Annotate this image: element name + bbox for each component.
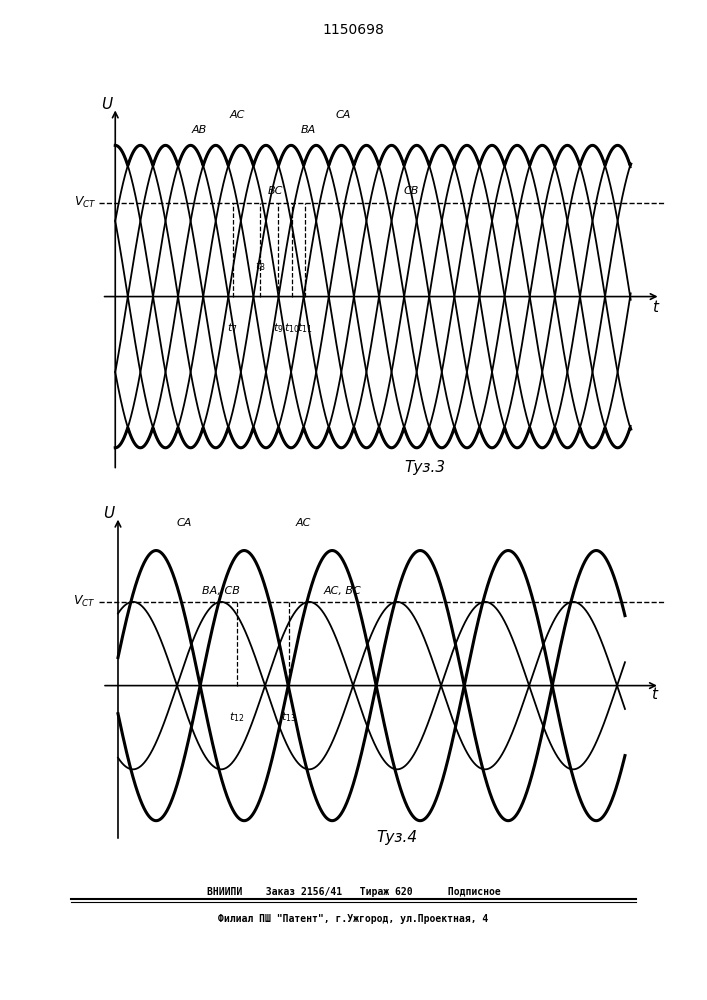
Text: AC: AC: [230, 110, 245, 120]
Text: t: t: [650, 687, 657, 702]
Text: Филиал ПШ "Патент", г.Ужгород, ул.Проектная, 4: Филиал ПШ "Патент", г.Ужгород, ул.Проект…: [218, 914, 489, 924]
Text: Τуз.3: Τуз.3: [404, 460, 445, 475]
Text: t: t: [652, 300, 658, 315]
Text: 1150698: 1150698: [322, 23, 385, 37]
Text: $t_{11}$: $t_{11}$: [298, 321, 313, 335]
Text: AC: AC: [296, 518, 311, 528]
Text: $t_9$: $t_9$: [273, 321, 284, 335]
Text: AC, BC: AC, BC: [324, 586, 362, 596]
Text: CB: CB: [403, 186, 419, 196]
Text: $V_{CT}$: $V_{CT}$: [74, 594, 96, 609]
Text: AB: AB: [192, 125, 207, 135]
Text: $t_{12}$: $t_{12}$: [229, 710, 245, 724]
Text: $t_7$: $t_7$: [227, 321, 238, 335]
Text: $V_{CT}$: $V_{CT}$: [74, 195, 96, 210]
Text: BНИИПИ    Заказ 2156/41   Тираж 620      Подписное: BНИИПИ Заказ 2156/41 Тираж 620 Подписное: [206, 887, 501, 897]
Text: Τуз.4: Τуз.4: [376, 830, 417, 845]
Text: BA, CB: BA, CB: [202, 586, 240, 596]
Text: $t_{13}$: $t_{13}$: [281, 710, 297, 724]
Text: BC: BC: [268, 186, 283, 196]
Text: U: U: [103, 506, 114, 521]
Text: $t_8$: $t_8$: [255, 259, 266, 273]
Text: CA: CA: [335, 110, 351, 120]
Text: U: U: [102, 97, 112, 112]
Text: CA: CA: [177, 518, 192, 528]
Text: $t_{10}$: $t_{10}$: [284, 321, 300, 335]
Text: BA: BA: [300, 125, 315, 135]
